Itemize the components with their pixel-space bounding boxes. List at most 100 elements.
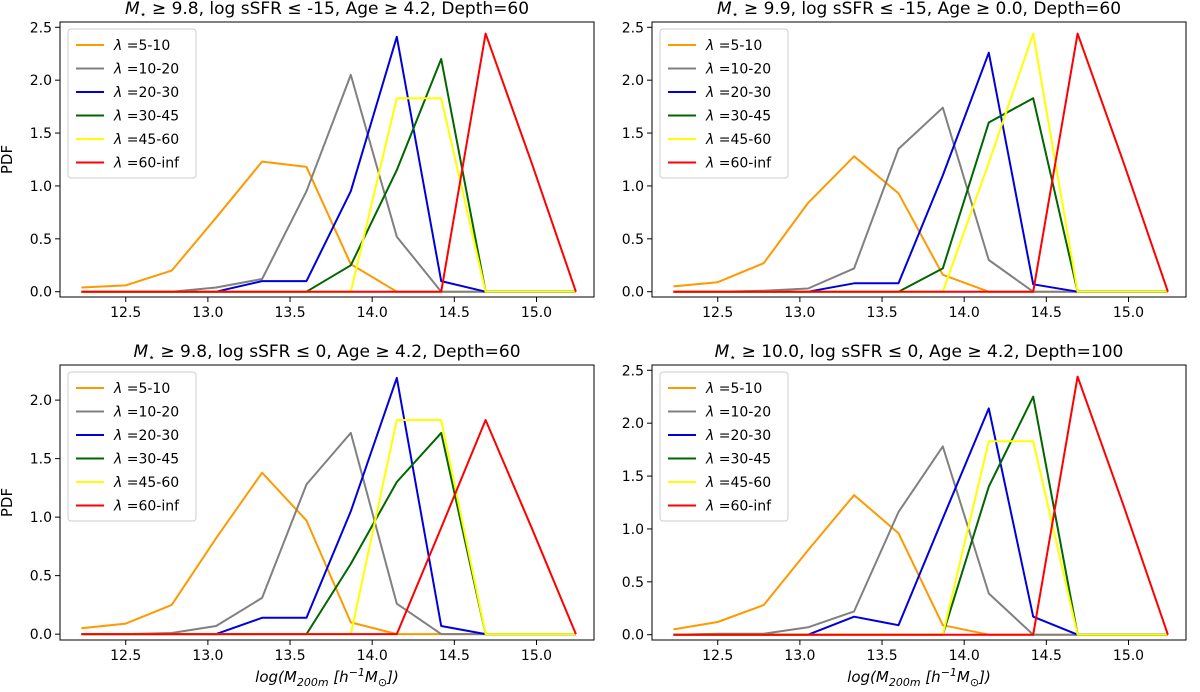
legend-box <box>659 28 789 179</box>
legend-label: λ =30-45 <box>705 452 771 468</box>
y-tick-label: 1.5 <box>622 469 644 485</box>
panel-title: M⋆ ≥ 9.8, log sSFR ≤ -15, Age ≥ 4.2, Dep… <box>125 0 529 21</box>
y-tick-label: 2.0 <box>30 73 52 89</box>
x-tick-label: 14.5 <box>1031 305 1062 321</box>
y-tick-label: 1.0 <box>622 179 644 195</box>
y-tick-label: 0.5 <box>622 575 644 591</box>
legend-label: λ =10-20 <box>705 62 771 78</box>
y-tick-label: 0.0 <box>30 627 52 643</box>
y-tick-label: 2.5 <box>622 363 644 379</box>
y-tick-label: 1.5 <box>30 126 52 142</box>
series-line-6 <box>81 32 577 293</box>
y-tick-label: 2.0 <box>622 73 644 89</box>
x-tick-label: 12.5 <box>110 305 141 321</box>
legend-box <box>67 28 197 179</box>
panel-3: M⋆ ≥ 9.8, log sSFR ≤ 0, Age ≥ 4.2, Depth… <box>0 342 595 689</box>
x-tick-label: 15.0 <box>521 648 552 664</box>
x-tick-label: 13.5 <box>866 648 897 664</box>
panel-2: M⋆ ≥ 9.9, log sSFR ≤ -15, Age ≥ 0.0, Dep… <box>622 0 1187 321</box>
panel-title: M⋆ ≥ 10.0, log sSFR ≤ 0, Age ≥ 4.2, Dept… <box>715 342 1124 364</box>
legend-label: λ =5-10 <box>113 381 170 397</box>
legend-label: λ =10-20 <box>113 62 179 78</box>
x-tick-label: 13.5 <box>274 648 305 664</box>
x-tick-label: 14.0 <box>357 648 388 664</box>
legend-label: λ =45-60 <box>705 132 771 148</box>
y-tick-label: 0.0 <box>622 285 644 301</box>
x-tick-label: 13.0 <box>192 305 223 321</box>
legend-label: λ =60-inf <box>113 499 180 515</box>
series-line-1 <box>81 160 576 293</box>
legend-label: λ =45-60 <box>705 475 771 491</box>
legend-label: λ =60-inf <box>705 499 772 515</box>
legend-label: λ =20-30 <box>113 428 179 444</box>
legend-box <box>67 371 197 522</box>
y-tick-label: 2.5 <box>30 20 52 36</box>
legend-label: λ =45-60 <box>113 132 179 148</box>
panel-title: M⋆ ≥ 9.8, log sSFR ≤ 0, Age ≥ 4.2, Depth… <box>133 342 520 364</box>
x-tick-label: 13.5 <box>866 305 897 321</box>
y-axis-label: PDF <box>0 145 16 174</box>
legend-label: λ =30-45 <box>113 452 179 468</box>
legend-label: λ =20-30 <box>705 85 771 101</box>
legend: λ =5-10 λ =10-20 λ =20-30 λ =30-45 λ =45-60 λ… <box>659 371 789 522</box>
panel-4: M⋆ ≥ 10.0, log sSFR ≤ 0, Age ≥ 4.2, Dept… <box>622 342 1187 689</box>
y-tick-label: 1.0 <box>30 510 52 526</box>
x-tick-label: 14.5 <box>439 648 470 664</box>
x-tick-label: 12.5 <box>110 648 141 664</box>
x-tick-label: 12.5 <box>702 648 733 664</box>
legend-label: λ =30-45 <box>113 109 179 125</box>
panel-1: M⋆ ≥ 9.8, log sSFR ≤ -15, Age ≥ 4.2, Dep… <box>0 0 595 321</box>
legend-label: λ =10-20 <box>705 405 771 421</box>
y-tick-label: 0.5 <box>30 232 52 248</box>
y-tick-label: 0.0 <box>622 628 644 644</box>
x-axis-label: log(M200m [h−1M⊙]) <box>847 666 991 689</box>
y-tick-label: 1.5 <box>30 452 52 468</box>
legend-label: λ =10-20 <box>113 405 179 421</box>
legend-label: λ =5-10 <box>705 381 762 397</box>
y-tick-label: 0.5 <box>622 232 644 248</box>
x-tick-label: 12.5 <box>702 305 733 321</box>
legend-label: λ =20-30 <box>705 428 771 444</box>
x-tick-label: 14.0 <box>949 648 980 664</box>
legend: λ =5-10 λ =10-20 λ =20-30 λ =30-45 λ =45-60 λ… <box>659 28 789 179</box>
y-tick-label: 2.0 <box>30 393 52 409</box>
x-tick-label: 13.0 <box>784 305 815 321</box>
y-tick-label: 1.0 <box>622 522 644 538</box>
axes-frame <box>59 364 595 641</box>
axes-frame <box>59 21 595 298</box>
y-axis-label: PDF <box>0 488 16 517</box>
legend-label: λ =20-30 <box>113 85 179 101</box>
y-tick-label: 1.0 <box>30 179 52 195</box>
x-tick-label: 13.5 <box>274 305 305 321</box>
legend: λ =5-10 λ =10-20 λ =20-30 λ =30-45 λ =45-60 λ… <box>67 371 197 522</box>
y-tick-label: 2.0 <box>622 416 644 432</box>
legend-box <box>659 371 789 522</box>
x-tick-label: 14.0 <box>357 305 388 321</box>
y-tick-label: 2.5 <box>622 20 644 36</box>
legend-label: λ =30-45 <box>705 109 771 125</box>
x-tick-label: 15.0 <box>521 305 552 321</box>
legend-label: λ =5-10 <box>705 38 762 54</box>
panel-title: M⋆ ≥ 9.9, log sSFR ≤ -15, Age ≥ 0.0, Dep… <box>717 0 1121 21</box>
legend-label: λ =5-10 <box>113 38 170 54</box>
legend-label: λ =60-inf <box>113 156 180 172</box>
x-axis-label: log(M200m [h−1M⊙]) <box>255 666 399 689</box>
x-tick-label: 14.5 <box>1031 648 1062 664</box>
x-tick-label: 15.0 <box>1113 648 1144 664</box>
legend-label: λ =60-inf <box>705 156 772 172</box>
series-line-6 <box>673 375 1169 636</box>
x-tick-label: 15.0 <box>1113 305 1144 321</box>
x-tick-label: 14.0 <box>949 305 980 321</box>
x-tick-label: 14.5 <box>439 305 470 321</box>
x-tick-label: 13.0 <box>784 648 815 664</box>
x-tick-label: 13.0 <box>192 648 223 664</box>
series-line-6 <box>81 419 577 636</box>
y-tick-label: 1.5 <box>622 126 644 142</box>
legend: λ =5-10 λ =10-20 λ =20-30 λ =30-45 λ =45-60 λ… <box>67 28 197 179</box>
legend-label: λ =45-60 <box>113 475 179 491</box>
y-tick-label: 0.5 <box>30 569 52 585</box>
axes-frame <box>651 21 1187 298</box>
axes-frame <box>651 364 1187 641</box>
series-line-6 <box>673 32 1169 293</box>
